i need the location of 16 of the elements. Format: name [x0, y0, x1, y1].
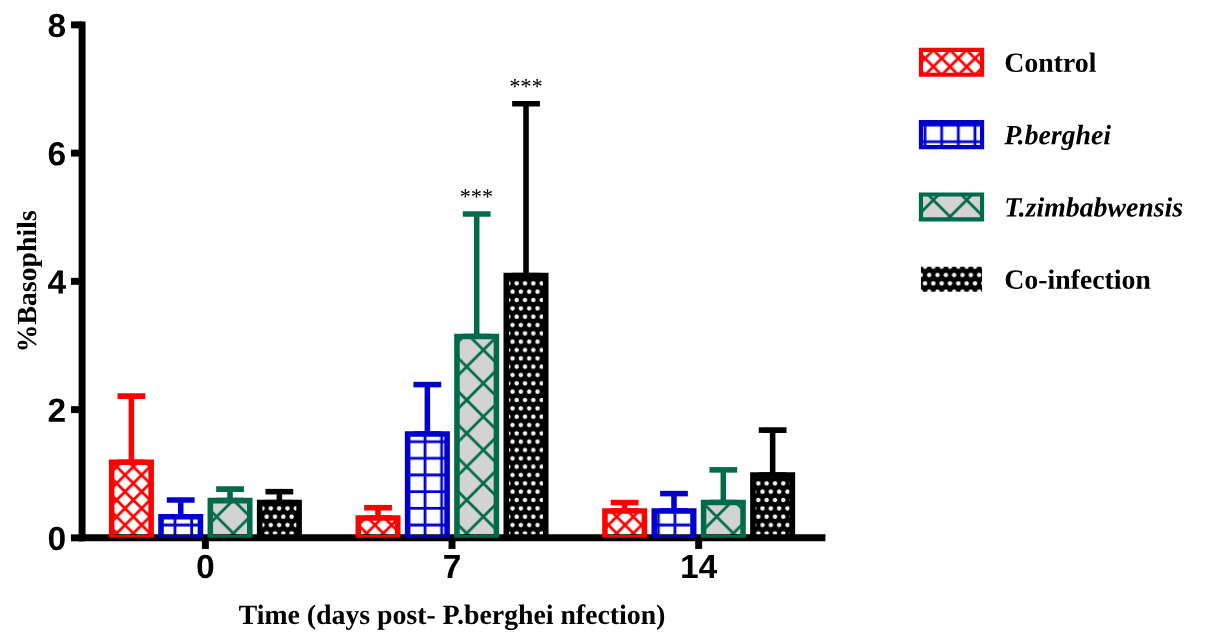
legend-label: Control [1005, 52, 1096, 73]
annotation: *** [460, 189, 493, 198]
x-tick-label: 14 [682, 555, 718, 578]
annotation: *** [510, 79, 542, 88]
y-tick-label: 6 [48, 141, 65, 166]
legend-label: T.zimbabwensis [1006, 197, 1183, 217]
y-tick-label: 0 [48, 526, 65, 551]
x-axis-title: Time (days post- P.berghei nfection) [239, 604, 665, 631]
y-tick-label: 8 [48, 13, 66, 38]
x-tick-label: 0 [197, 554, 214, 579]
legend-label: P.berghei [1004, 124, 1111, 151]
legend-label: Co-infection [1005, 269, 1151, 290]
y-axis-title: %Basophils [16, 211, 43, 350]
x-tick-label: 7 [444, 555, 460, 578]
y-tick-label: 4 [48, 270, 66, 294]
y-tick-label: 2 [48, 398, 65, 422]
